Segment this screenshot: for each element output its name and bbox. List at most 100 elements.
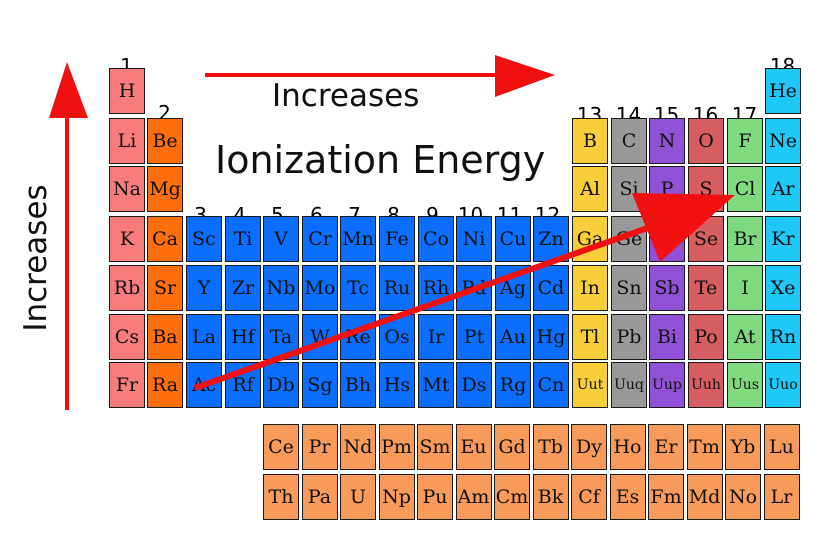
element-uuo: Uuo bbox=[765, 362, 801, 408]
element-re: Re bbox=[340, 314, 376, 360]
element-ar: Ar bbox=[765, 166, 801, 212]
element-cn: Cn bbox=[533, 362, 569, 408]
element-pa: Pa bbox=[301, 474, 338, 520]
element-he: He bbox=[765, 68, 801, 114]
element-ho: Ho bbox=[609, 424, 646, 470]
element-xe: Xe bbox=[765, 265, 801, 311]
element-f: F bbox=[727, 118, 763, 164]
element-cm: Cm bbox=[494, 474, 530, 520]
element-pu: Pu bbox=[417, 474, 453, 520]
element-ne: Ne bbox=[765, 118, 801, 164]
element-tl: Tl bbox=[572, 314, 608, 360]
element-h: H bbox=[109, 68, 145, 114]
element-cr: Cr bbox=[302, 216, 338, 262]
element-uuq: Uuq bbox=[611, 362, 647, 408]
element-mn: Mn bbox=[340, 216, 376, 262]
element-po: Po bbox=[688, 314, 724, 360]
element-gd: Gd bbox=[494, 424, 530, 470]
element-mt: Mt bbox=[418, 362, 454, 408]
element-ra: Ra bbox=[147, 362, 183, 408]
element-lu: Lu bbox=[763, 424, 800, 470]
element-ag: Ag bbox=[495, 265, 531, 311]
element-cf: Cf bbox=[571, 474, 607, 520]
element-c: C bbox=[611, 118, 647, 164]
element-tm: Tm bbox=[686, 424, 723, 470]
element-uup: Uup bbox=[649, 362, 685, 408]
element-sn: Sn bbox=[611, 265, 647, 311]
element-lr: Lr bbox=[763, 474, 800, 520]
element-rf: Rf bbox=[225, 362, 261, 408]
element-bi: Bi bbox=[649, 314, 685, 360]
element-k: K bbox=[109, 216, 145, 262]
element-mg: Mg bbox=[147, 166, 183, 212]
element-cu: Cu bbox=[495, 216, 531, 262]
element-bh: Bh bbox=[340, 362, 376, 408]
element-er: Er bbox=[648, 424, 684, 470]
element-sm: Sm bbox=[417, 424, 453, 470]
vertical-trend-arrowhead bbox=[49, 62, 88, 118]
element-mo: Mo bbox=[302, 265, 338, 311]
element-md: Md bbox=[686, 474, 723, 520]
element-uus: Uus bbox=[727, 362, 763, 408]
element-b: B bbox=[572, 118, 608, 164]
element-na: Na bbox=[109, 166, 145, 212]
element-sr: Sr bbox=[147, 265, 183, 311]
element-rn: Rn bbox=[765, 314, 801, 360]
element-ta: Ta bbox=[263, 314, 299, 360]
horizontal-trend-arrowhead bbox=[495, 55, 555, 97]
element-ga: Ga bbox=[572, 216, 608, 262]
element-se: Se bbox=[688, 216, 724, 262]
element-rh: Rh bbox=[418, 265, 454, 311]
element-pd: Pd bbox=[456, 265, 492, 311]
element-pb: Pb bbox=[611, 314, 647, 360]
element-eu: Eu bbox=[455, 424, 492, 470]
element-p: P bbox=[649, 166, 685, 212]
element-nb: Nb bbox=[263, 265, 299, 311]
increases-top-label: Increases bbox=[272, 78, 420, 114]
element-ba: Ba bbox=[147, 314, 183, 360]
element-ds: Ds bbox=[456, 362, 492, 408]
element-uuh: Uuh bbox=[688, 362, 724, 408]
element-pr: Pr bbox=[301, 424, 338, 470]
element-ca: Ca bbox=[147, 216, 183, 262]
element-o: O bbox=[688, 118, 724, 164]
element-hg: Hg bbox=[533, 314, 569, 360]
element-i: I bbox=[727, 265, 763, 311]
element-pt: Pt bbox=[456, 314, 492, 360]
element-ni: Ni bbox=[456, 216, 492, 262]
element-ce: Ce bbox=[263, 424, 299, 470]
element-u: U bbox=[340, 474, 376, 520]
element-no: No bbox=[725, 474, 761, 520]
element-s: S bbox=[688, 166, 724, 212]
element-pm: Pm bbox=[378, 424, 415, 470]
element-dy: Dy bbox=[571, 424, 607, 470]
element-fr: Fr bbox=[109, 362, 145, 408]
element-os: Os bbox=[379, 314, 415, 360]
element-co: Co bbox=[418, 216, 454, 262]
element-al: Al bbox=[572, 166, 608, 212]
increases-left-label: Increases bbox=[18, 184, 54, 332]
element-be: Be bbox=[147, 118, 183, 164]
element-kr: Kr bbox=[765, 216, 801, 262]
element-tc: Tc bbox=[340, 265, 376, 311]
element-am: Am bbox=[455, 474, 492, 520]
element-in: In bbox=[572, 265, 608, 311]
element-es: Es bbox=[609, 474, 646, 520]
element-y: Y bbox=[186, 265, 222, 311]
element-sg: Sg bbox=[302, 362, 338, 408]
element-as: As bbox=[649, 216, 685, 262]
element-fm: Fm bbox=[648, 474, 684, 520]
element-np: Np bbox=[378, 474, 415, 520]
element-sb: Sb bbox=[649, 265, 685, 311]
element-bk: Bk bbox=[532, 474, 569, 520]
element-cs: Cs bbox=[109, 314, 145, 360]
element-ge: Ge bbox=[611, 216, 647, 262]
element-au: Au bbox=[495, 314, 531, 360]
ionization-energy-title: Ionization Energy bbox=[215, 138, 546, 182]
element-cl: Cl bbox=[727, 166, 763, 212]
element-tb: Tb bbox=[532, 424, 569, 470]
element-te: Te bbox=[688, 265, 724, 311]
element-fe: Fe bbox=[379, 216, 415, 262]
element-rg: Rg bbox=[495, 362, 531, 408]
element-ti: Ti bbox=[225, 216, 261, 262]
